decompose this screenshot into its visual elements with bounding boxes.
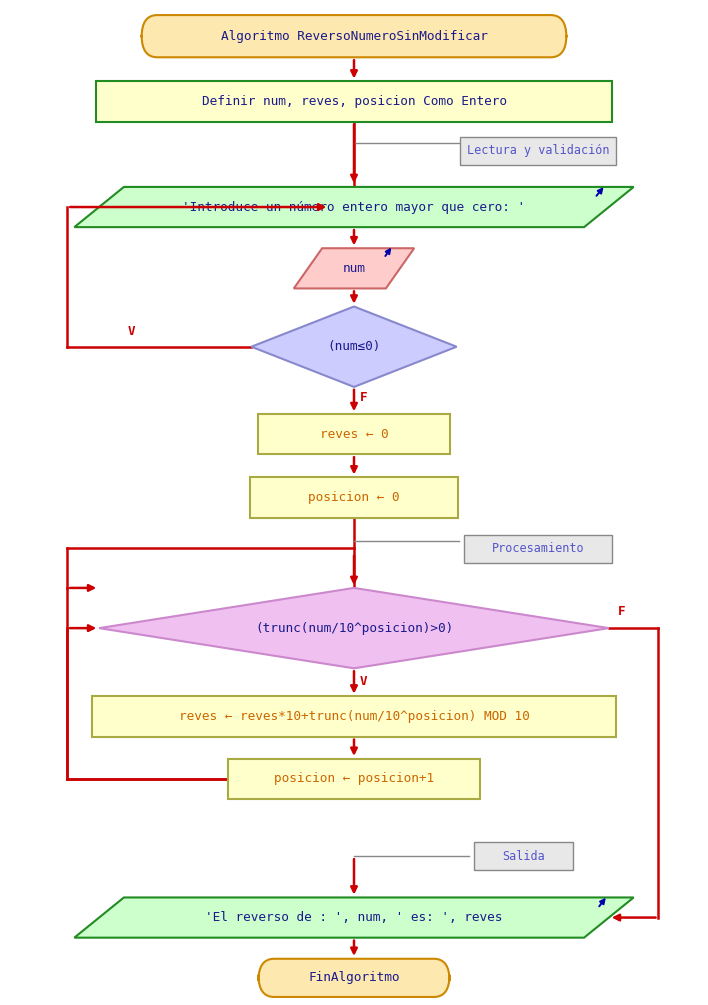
Bar bbox=[460, 137, 616, 165]
FancyBboxPatch shape bbox=[142, 15, 566, 57]
Text: (num≤0): (num≤0) bbox=[327, 341, 381, 353]
Text: Lectura y validación: Lectura y validación bbox=[467, 145, 610, 157]
Bar bbox=[258, 414, 450, 454]
Polygon shape bbox=[294, 248, 414, 288]
Text: posicion ← posicion+1: posicion ← posicion+1 bbox=[274, 773, 434, 785]
Polygon shape bbox=[251, 307, 457, 387]
Text: reves ← reves*10+trunc(num/10^posicion) MOD 10: reves ← reves*10+trunc(num/10^posicion) … bbox=[178, 711, 530, 723]
Text: 'Introduce un número entero mayor que cero: ': 'Introduce un número entero mayor que ce… bbox=[183, 201, 525, 213]
Text: FinAlgoritmo: FinAlgoritmo bbox=[308, 972, 400, 984]
Text: posicion ← 0: posicion ← 0 bbox=[308, 491, 400, 504]
FancyBboxPatch shape bbox=[258, 959, 450, 997]
Bar bbox=[464, 535, 612, 563]
Text: V: V bbox=[360, 675, 367, 687]
Text: Procesamiento: Procesamiento bbox=[492, 543, 584, 555]
Polygon shape bbox=[74, 187, 634, 227]
Text: V: V bbox=[127, 325, 135, 338]
Bar bbox=[96, 81, 612, 122]
Text: reves ← 0: reves ← 0 bbox=[320, 428, 388, 440]
Text: Algoritmo ReversoNumeroSinModificar: Algoritmo ReversoNumeroSinModificar bbox=[221, 30, 487, 42]
Polygon shape bbox=[99, 588, 609, 668]
Text: F: F bbox=[360, 392, 367, 404]
Text: Salida: Salida bbox=[503, 850, 545, 862]
Text: (trunc(num/10^posicion)>0): (trunc(num/10^posicion)>0) bbox=[255, 622, 453, 634]
Bar bbox=[250, 477, 459, 518]
Text: Definir num, reves, posicion Como Entero: Definir num, reves, posicion Como Entero bbox=[202, 95, 506, 108]
Polygon shape bbox=[74, 897, 634, 938]
Bar bbox=[92, 696, 616, 737]
Text: 'El reverso de : ', num, ' es: ', reves: 'El reverso de : ', num, ' es: ', reves bbox=[205, 912, 503, 924]
Bar bbox=[474, 842, 573, 870]
Text: num: num bbox=[343, 262, 365, 274]
Text: F: F bbox=[618, 605, 626, 618]
Bar bbox=[228, 759, 480, 799]
